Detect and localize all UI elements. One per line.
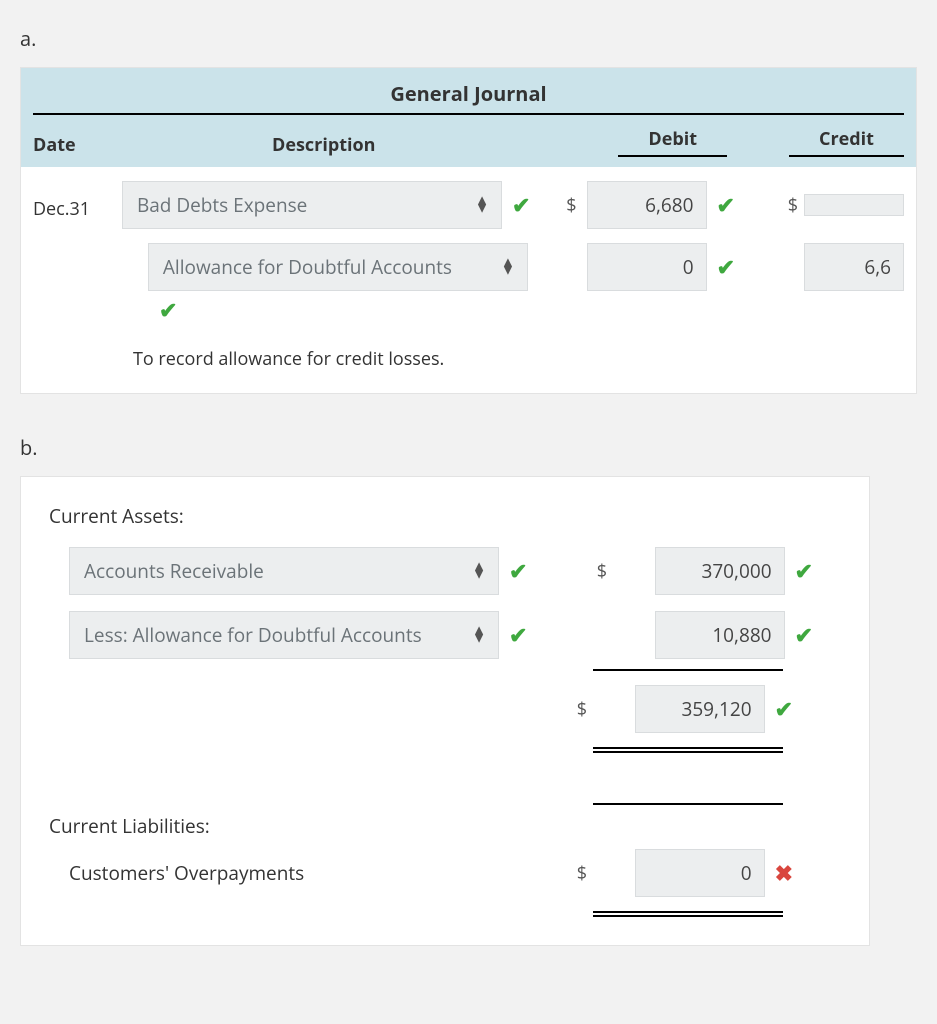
double-rule bbox=[593, 747, 783, 753]
account-select-value: Accounts Receivable bbox=[84, 558, 264, 584]
bs-row: Less: Allowance for Doubtful Accounts ▲▼… bbox=[49, 611, 841, 659]
journal-row: Allowance for Doubtful Accounts ▲▼ 0 ✔ 6… bbox=[33, 243, 904, 291]
credit-input[interactable] bbox=[804, 194, 904, 216]
journal-title: General Journal bbox=[21, 68, 916, 113]
journal-body: Dec.31 Bad Debts Expense ▲▼ ✔ $ 6,680 ✔ … bbox=[21, 167, 916, 393]
account-select-value: Bad Debts Expense bbox=[137, 192, 307, 218]
section-title-current-assets: Current Assets: bbox=[49, 503, 841, 529]
section-title-current-liabilities: Current Liabilities: bbox=[49, 813, 841, 839]
check-icon: ✔ bbox=[159, 295, 177, 325]
journal-title-rule bbox=[33, 113, 904, 115]
debit-input[interactable]: 6,680 bbox=[587, 181, 707, 229]
general-journal-card: General Journal Date Description Debit C… bbox=[20, 67, 917, 394]
amount-input[interactable]: 10,880 bbox=[655, 611, 785, 659]
check-icon: ✔ bbox=[509, 620, 527, 650]
single-rule bbox=[593, 803, 783, 805]
journal-row-date: Dec.31 bbox=[33, 189, 122, 221]
check-icon: ✔ bbox=[795, 620, 813, 650]
col-header-date: Date bbox=[33, 133, 120, 157]
check-icon: ✔ bbox=[717, 190, 735, 220]
journal-note: To record allowance for credit losses. bbox=[33, 347, 904, 371]
currency-symbol: $ bbox=[784, 193, 804, 217]
account-select-value: Less: Allowance for Doubtful Accounts bbox=[84, 622, 422, 648]
account-select[interactable]: Bad Debts Expense ▲▼ bbox=[122, 181, 502, 229]
amount-input[interactable]: 0 bbox=[635, 849, 765, 897]
check-icon: ✔ bbox=[775, 694, 793, 724]
currency-symbol: $ bbox=[537, 193, 587, 217]
amount-input[interactable]: 359,120 bbox=[635, 685, 765, 733]
journal-row: Dec.31 Bad Debts Expense ▲▼ ✔ $ 6,680 ✔ … bbox=[33, 181, 904, 229]
journal-column-headers: Date Description Debit Credit bbox=[21, 121, 916, 167]
currency-symbol: $ bbox=[589, 559, 613, 583]
journal-header: General Journal Date Description Debit C… bbox=[21, 68, 916, 167]
bs-row-total: $ 359,120 ✔ bbox=[49, 685, 841, 733]
check-icon: ✔ bbox=[509, 556, 527, 586]
part-a-label: a. bbox=[20, 25, 917, 52]
currency-symbol: $ bbox=[569, 697, 593, 721]
sort-caret-icon: ▲▼ bbox=[472, 627, 486, 644]
col-header-description: Description bbox=[120, 133, 527, 157]
check-icon: ✔ bbox=[795, 556, 813, 586]
check-icon: ✔ bbox=[512, 190, 530, 220]
sort-caret-icon: ▲▼ bbox=[472, 563, 486, 580]
col-header-debit: Debit bbox=[576, 127, 770, 157]
col-header-credit: Credit bbox=[789, 127, 904, 157]
debit-input[interactable]: 0 bbox=[587, 243, 707, 291]
credit-input[interactable]: 6,6 bbox=[804, 243, 904, 291]
account-select-value: Allowance for Doubtful Accounts bbox=[163, 254, 452, 280]
account-select[interactable]: Accounts Receivable ▲▼ bbox=[69, 547, 499, 595]
check-icon: ✔ bbox=[717, 252, 735, 282]
account-select[interactable]: Allowance for Doubtful Accounts ▲▼ bbox=[148, 243, 528, 291]
balance-sheet-card: Current Assets: Accounts Receivable ▲▼ ✔… bbox=[20, 476, 870, 946]
double-rule bbox=[593, 911, 783, 917]
account-correct-below: ✔ bbox=[149, 295, 904, 325]
bs-row: Customers' Overpayments $ 0 ✖ bbox=[49, 849, 841, 897]
account-select[interactable]: Less: Allowance for Doubtful Accounts ▲▼ bbox=[69, 611, 499, 659]
bs-row: Accounts Receivable ▲▼ ✔ $ 370,000 ✔ bbox=[49, 547, 841, 595]
line-label: Customers' Overpayments bbox=[49, 860, 304, 886]
currency-symbol: $ bbox=[569, 861, 593, 885]
cross-icon: ✖ bbox=[775, 858, 793, 888]
sort-caret-icon: ▲▼ bbox=[501, 259, 515, 276]
sort-caret-icon: ▲▼ bbox=[475, 197, 489, 214]
single-rule bbox=[593, 669, 783, 671]
amount-input[interactable]: 370,000 bbox=[655, 547, 785, 595]
part-b-label: b. bbox=[20, 434, 917, 461]
